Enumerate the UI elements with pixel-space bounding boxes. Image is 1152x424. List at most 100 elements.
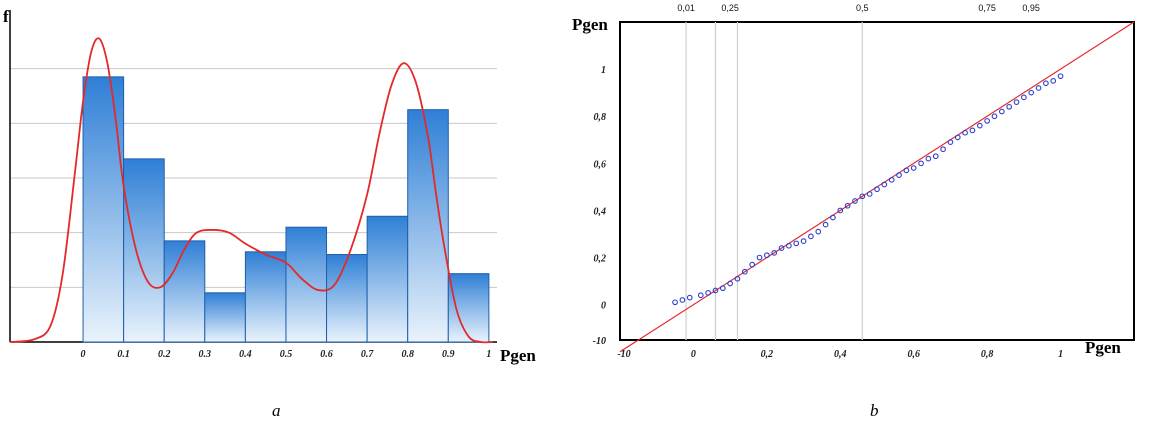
chart-a-bar xyxy=(244,251,287,343)
chart-b-x-tick-label: 0,2 xyxy=(761,349,774,360)
chart-b-point xyxy=(969,127,976,134)
chart-b-point xyxy=(991,113,998,120)
chart-b-point xyxy=(874,186,880,193)
chart-b-point xyxy=(918,160,924,167)
chart-b-y-tick-label: 0,2 xyxy=(594,254,607,265)
chart-b-point xyxy=(976,122,983,129)
chart-b-y-label: Pgen xyxy=(572,15,608,34)
chart-b-top-tick-label: 0,25 xyxy=(721,3,739,13)
chart-b-point xyxy=(679,297,686,303)
chart-a-x-ticks: 0 0.1 0.2 0.3 0.4 0.5 0.6 0.7 0.8 0.9 1 xyxy=(81,349,492,360)
chart-b-point xyxy=(925,155,932,162)
chart-a-x-tick-label: 1 xyxy=(486,349,491,360)
chart-b-x-tick-label: 0,6 xyxy=(907,349,920,360)
chart-b-y-tick-label: 0,8 xyxy=(594,112,607,123)
chart-b-point xyxy=(764,252,770,259)
chart-b-top-tick-label: 0,01 xyxy=(677,3,695,13)
chart-a-x-tick-label: 0.2 xyxy=(158,349,171,360)
chart-b-point xyxy=(741,268,748,275)
chart-a-bar xyxy=(447,273,490,343)
chart-b-point xyxy=(815,228,822,235)
chart-a-x-tick-label: 0.7 xyxy=(361,349,375,360)
chart-b-x-ticks: -10 0 0,2 0,4 0,6 0,8 1 xyxy=(617,349,1063,360)
chart-a-bar xyxy=(366,215,409,343)
chart-b-frame xyxy=(619,21,1135,341)
chart-b-point xyxy=(903,167,910,174)
chart-b-point xyxy=(1050,78,1057,84)
chart-b-point xyxy=(1035,85,1042,91)
chart-a-x-tick-label: 0.4 xyxy=(239,349,252,360)
chart-b-point xyxy=(749,261,756,268)
chart-b-point xyxy=(998,108,1005,115)
chart-b-x-tick-label: -10 xyxy=(617,349,630,360)
chart-a-x-tick-label: 0.5 xyxy=(280,349,293,360)
chart-b-point xyxy=(888,176,895,183)
chart-b-point xyxy=(962,129,968,136)
chart-b-top-tick-label: 0,95 xyxy=(1022,3,1040,13)
chart-b-point xyxy=(837,207,844,214)
chart-b-point xyxy=(712,287,719,294)
chart-b-point xyxy=(822,221,829,228)
chart-a-bars xyxy=(82,76,490,343)
chart-b-y-tick-label: 0,4 xyxy=(594,206,607,217)
chart-b-point xyxy=(756,254,763,261)
chart-a-x-tick-label: 0 xyxy=(81,349,86,360)
chart-b-y-ticks: -10 0 0,2 0,4 0,6 0,8 1 xyxy=(593,65,606,347)
chart-b-y-tick-label: -10 xyxy=(593,336,606,347)
chart-b-point xyxy=(852,198,858,204)
chart-b-point xyxy=(705,290,711,296)
chart-b-x-tick-label: 1 xyxy=(1058,349,1063,360)
chart-b-top-ticks: 0,01 0,25 0,5 0,75 0,95 xyxy=(677,3,1040,13)
chart-a-bar xyxy=(204,292,246,343)
chart-b-point xyxy=(947,139,954,145)
chart-b-point xyxy=(800,238,807,244)
chart-a-bar xyxy=(285,226,328,343)
chart-b-point xyxy=(686,294,693,301)
chart-a-bar xyxy=(163,240,206,343)
chart-b-point xyxy=(910,165,917,171)
chart-a-bar xyxy=(123,158,165,343)
chart-b-point xyxy=(697,292,704,299)
chart-a: 0 0.1 0.2 0.3 0.4 0.5 0.6 0.7 0.8 0.9 1 f Pgen a xyxy=(3,7,536,420)
chart-a-x-tick-label: 0.9 xyxy=(442,349,455,360)
chart-a-density-curve xyxy=(9,37,493,344)
chart-b-guide-lines xyxy=(685,22,863,340)
chart-a-x-label: Pgen xyxy=(500,346,536,365)
chart-b-x-label: Pgen xyxy=(1085,338,1121,357)
chart-b-point xyxy=(771,249,778,256)
chart-b-point xyxy=(844,202,851,209)
chart-b-point xyxy=(1021,94,1027,101)
chart-b: -10 0 0,2 0,4 0,6 0,8 1 -10 0 0,2 0,4 0,6 0,8 1 0,01… xyxy=(572,3,1135,420)
chart-a-y-label: f xyxy=(3,7,9,26)
chart-b-top-tick-label: 0,75 xyxy=(978,3,996,13)
chart-b-point xyxy=(954,134,961,141)
chart-b-point xyxy=(881,181,888,188)
chart-a-bar xyxy=(326,254,368,343)
chart-b-y-tick-label: 1 xyxy=(601,65,606,76)
chart-a-x-tick-label: 0.8 xyxy=(401,349,414,360)
chart-b-x-tick-label: 0,4 xyxy=(834,349,847,360)
chart-b-point xyxy=(1057,73,1064,80)
chart-b-point xyxy=(734,275,741,282)
chart-b-x-tick-label: 0,8 xyxy=(981,349,994,360)
chart-b-point xyxy=(1043,80,1049,87)
chart-a-bar xyxy=(82,76,125,343)
chart-a-x-tick-label: 0.1 xyxy=(117,349,130,360)
chart-b-point xyxy=(786,242,792,249)
chart-b-point xyxy=(1013,99,1020,105)
panel-label-b: b xyxy=(870,401,879,420)
chart-b-point xyxy=(727,280,733,287)
chart-b-point xyxy=(672,299,678,306)
chart-b-x-tick-label: 0 xyxy=(691,349,696,360)
chart-b-point xyxy=(830,214,836,221)
chart-b-point xyxy=(896,172,902,178)
chart-b-y-tick-label: 0 xyxy=(601,301,606,312)
chart-b-y-tick-label: 0,6 xyxy=(594,159,607,170)
chart-a-bar xyxy=(407,109,449,343)
chart-b-point xyxy=(984,118,990,124)
panel-label-a: a xyxy=(272,401,281,420)
chart-b-point xyxy=(778,245,785,251)
chart-b-point xyxy=(808,233,814,240)
chart-a-x-tick-label: 0.6 xyxy=(320,349,333,360)
